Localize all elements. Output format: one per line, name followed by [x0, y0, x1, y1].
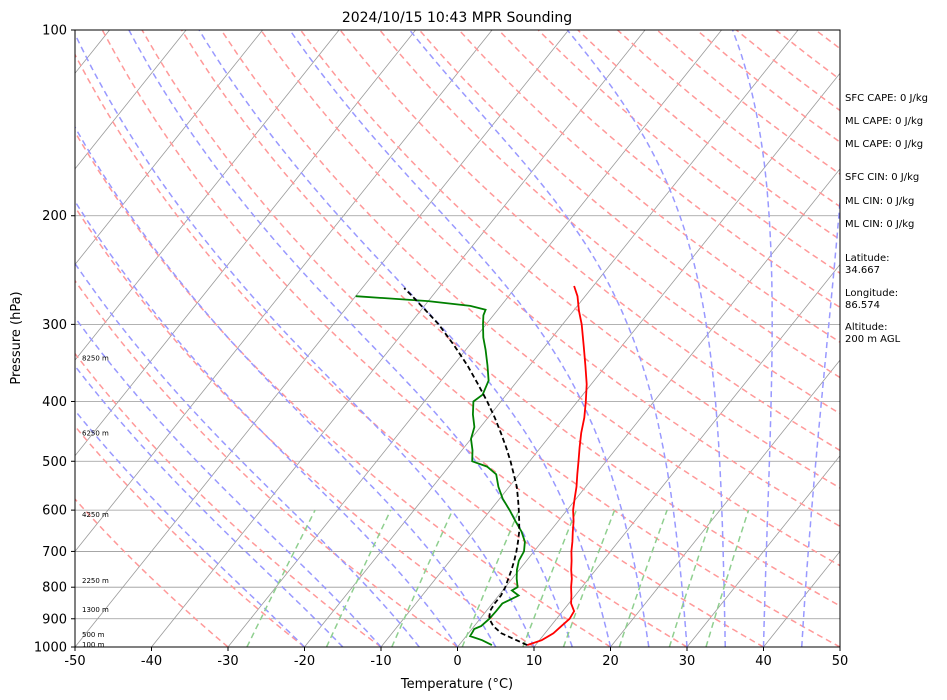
isotherm-line	[380, 72, 840, 647]
y-tick-label: 400	[42, 395, 67, 410]
isotherm-line	[75, 30, 263, 266]
altitude-labels: 100 m 500 m 1300 m 2250 m 4250 m 6250 m 8250 m	[82, 354, 109, 648]
x-tick-label: -30	[217, 654, 238, 669]
temperature-line	[526, 285, 588, 646]
dry-adiabat-line	[180, 30, 840, 607]
moist-adiabat-line	[128, 30, 574, 647]
dry-adiabat-line	[458, 30, 840, 344]
longitude-text: Longitude: 86.574	[845, 288, 899, 311]
mixing-ratio-line	[668, 509, 715, 647]
altitude-label: 2250 m	[82, 577, 109, 585]
dry-adiabat-line	[379, 30, 840, 415]
parcel-profile-line	[403, 287, 528, 646]
y-axis-label: Pressure (hPa)	[9, 291, 24, 384]
moist-adiabat-line	[75, 199, 459, 647]
dry-adiabat-line	[75, 498, 229, 647]
isotherm-line	[610, 359, 840, 647]
moist-adiabat-line	[198, 30, 612, 647]
moist-adiabat-line	[289, 30, 650, 647]
y-tick-label: 100	[42, 24, 67, 39]
chart-title: 2024/10/15 10:43 MPR Sounding	[342, 10, 572, 26]
dry-adiabat-line	[101, 30, 764, 647]
moist-adiabat-line	[75, 364, 344, 647]
y-tick-label: 500	[42, 455, 67, 470]
ml-cin-text-2: ML CIN: 0 J/kg	[845, 219, 915, 230]
x-axis-label: Temperature (°C)	[400, 677, 513, 692]
moist-adiabat-line	[566, 30, 727, 647]
background-lines	[75, 30, 840, 647]
dry-adiabat-line	[75, 279, 458, 647]
isotherm-line	[304, 30, 799, 647]
moist-adiabat-line	[75, 262, 420, 647]
altitude-label: 4250 m	[82, 511, 109, 519]
moist-adiabat-line	[75, 409, 306, 647]
mixing-ratio-line	[325, 509, 392, 647]
moist-adiabat-line	[75, 32, 535, 647]
y-tick-label: 900	[42, 612, 67, 627]
x-tick-label: -50	[64, 654, 85, 669]
dry-adiabat-line	[75, 130, 611, 647]
isotherm-line	[457, 168, 840, 647]
isotherm-line	[75, 30, 416, 457]
y-tick-label: 600	[42, 504, 67, 519]
mixing-ratio-line	[391, 509, 454, 647]
sfc-cin-text: SFC CIN: 0 J/kg	[845, 172, 920, 183]
series-group	[355, 285, 588, 646]
mixing-ratio-line	[705, 509, 750, 647]
x-tick-label: 30	[679, 654, 696, 669]
dry-adiabat-line	[75, 205, 535, 647]
mixing-ratio-line	[246, 509, 316, 647]
ml-cape-text-2: ML CAPE: 0 J/kg	[845, 139, 924, 150]
x-tick-label: 0	[453, 654, 461, 669]
moist-adiabat-line	[75, 316, 382, 647]
axis-ticks: -50 -40 -30 -20 -10 0 10 20 30 40 50 1000 900 800 700 6…	[34, 24, 848, 670]
sfc-cape-text: SFC CAPE: 0 J/kg	[845, 93, 928, 104]
x-tick-label: 50	[832, 654, 849, 669]
y-tick-label: 300	[42, 318, 67, 333]
isotherm-line	[686, 455, 840, 647]
mixing-ratio-line	[562, 509, 616, 647]
dry-adiabat-line	[141, 30, 840, 647]
isotherm-line	[533, 263, 840, 647]
dry-adiabat-line	[418, 30, 840, 379]
ml-cape-text: ML CAPE: 0 J/kg	[845, 116, 924, 127]
x-tick-label: 10	[526, 654, 543, 669]
x-tick-label: -10	[370, 654, 391, 669]
altitude-label: 6250 m	[82, 430, 109, 438]
latitude-text: Latitude: 34.667	[845, 253, 890, 276]
isotherm-line	[75, 30, 187, 170]
moist-adiabat-line	[75, 125, 497, 647]
x-tick-label: 40	[755, 654, 772, 669]
altitude-label: 500 m	[82, 631, 105, 639]
x-tick-label: -20	[294, 654, 315, 669]
altitude-text: Altitude: 200 m AGL	[845, 322, 901, 345]
x-tick-label: -40	[141, 654, 162, 669]
isotherm-line	[75, 30, 569, 647]
moist-adiabat-line	[731, 30, 773, 647]
mixing-ratio-line	[461, 509, 520, 647]
mixing-ratio-line	[522, 509, 578, 647]
dewpoint-line	[355, 295, 526, 646]
y-tick-label: 800	[42, 581, 67, 596]
altitude-label: 1300 m	[82, 606, 109, 614]
dry-adiabat-line	[75, 352, 382, 647]
dry-adiabat-line	[75, 53, 688, 647]
altitude-label: 100 m	[82, 641, 105, 649]
isotherm-line	[75, 30, 340, 361]
y-tick-label: 200	[42, 209, 67, 224]
isotherm-line	[75, 30, 493, 553]
x-tick-label: 20	[602, 654, 619, 669]
y-tick-label: 1000	[34, 641, 67, 656]
moist-adiabat-line	[801, 192, 840, 647]
y-tick-label: 700	[42, 545, 67, 560]
isotherm-line	[227, 30, 722, 647]
ml-cin-text: ML CIN: 0 J/kg	[845, 196, 915, 207]
dry-adiabat-line	[220, 30, 840, 567]
altitude-label: 8250 m	[82, 354, 109, 362]
mixing-ratio-line	[618, 509, 668, 647]
